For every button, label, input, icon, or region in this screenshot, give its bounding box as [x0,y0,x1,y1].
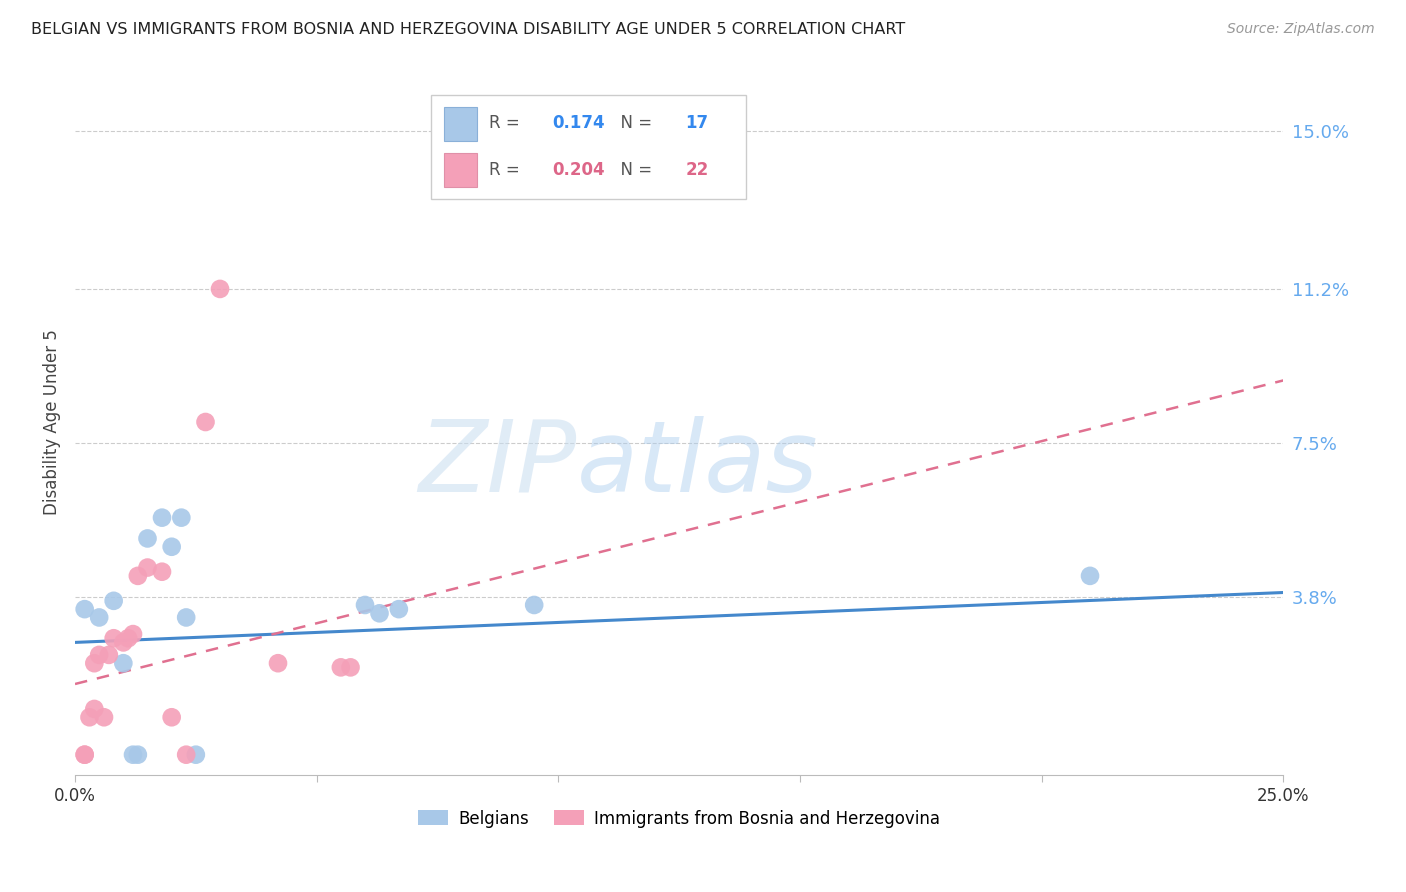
Point [523,598,546,612]
Legend: Belgians, Immigrants from Bosnia and Herzegovina: Belgians, Immigrants from Bosnia and Her… [412,803,946,834]
Point [93,710,115,724]
Point [267,656,290,670]
Point [329,660,352,674]
Text: Source: ZipAtlas.com: Source: ZipAtlas.com [1227,22,1375,37]
Text: 17: 17 [685,114,709,132]
Point [73,747,96,762]
Text: N =: N = [610,114,658,132]
Text: ZIP: ZIP [418,416,576,513]
Point [208,282,231,296]
Point [103,632,125,646]
Point [127,569,149,583]
Text: 22: 22 [685,161,709,178]
Point [160,540,183,554]
Point [1078,569,1101,583]
Point [136,532,159,546]
Point [103,594,125,608]
Point [112,635,135,649]
FancyBboxPatch shape [432,95,745,199]
Point [184,747,207,762]
Point [83,702,105,716]
Text: N =: N = [610,161,658,178]
Point [150,565,173,579]
Point [73,602,96,616]
Point [354,598,377,612]
FancyBboxPatch shape [443,107,478,141]
Point [150,510,173,524]
Y-axis label: Disability Age Under 5: Disability Age Under 5 [44,329,60,515]
Point [388,602,411,616]
Point [368,607,391,621]
Point [117,632,139,646]
Text: 0.174: 0.174 [553,114,605,132]
Point [127,747,149,762]
Point [73,747,96,762]
Point [79,710,101,724]
Point [170,510,193,524]
Point [339,660,361,674]
Point [122,627,145,641]
Text: R =: R = [489,114,526,132]
Point [83,656,105,670]
Text: BELGIAN VS IMMIGRANTS FROM BOSNIA AND HERZEGOVINA DISABILITY AGE UNDER 5 CORRELA: BELGIAN VS IMMIGRANTS FROM BOSNIA AND HE… [31,22,905,37]
Point [194,415,217,429]
Text: atlas: atlas [576,416,818,513]
Point [97,648,120,662]
Text: 0.204: 0.204 [553,161,605,178]
Point [174,610,197,624]
Point [122,747,145,762]
Point [89,610,111,624]
Point [160,710,183,724]
Point [112,656,135,670]
Point [174,747,197,762]
Text: R =: R = [489,161,526,178]
FancyBboxPatch shape [443,153,478,186]
Point [136,560,159,574]
Point [89,648,111,662]
